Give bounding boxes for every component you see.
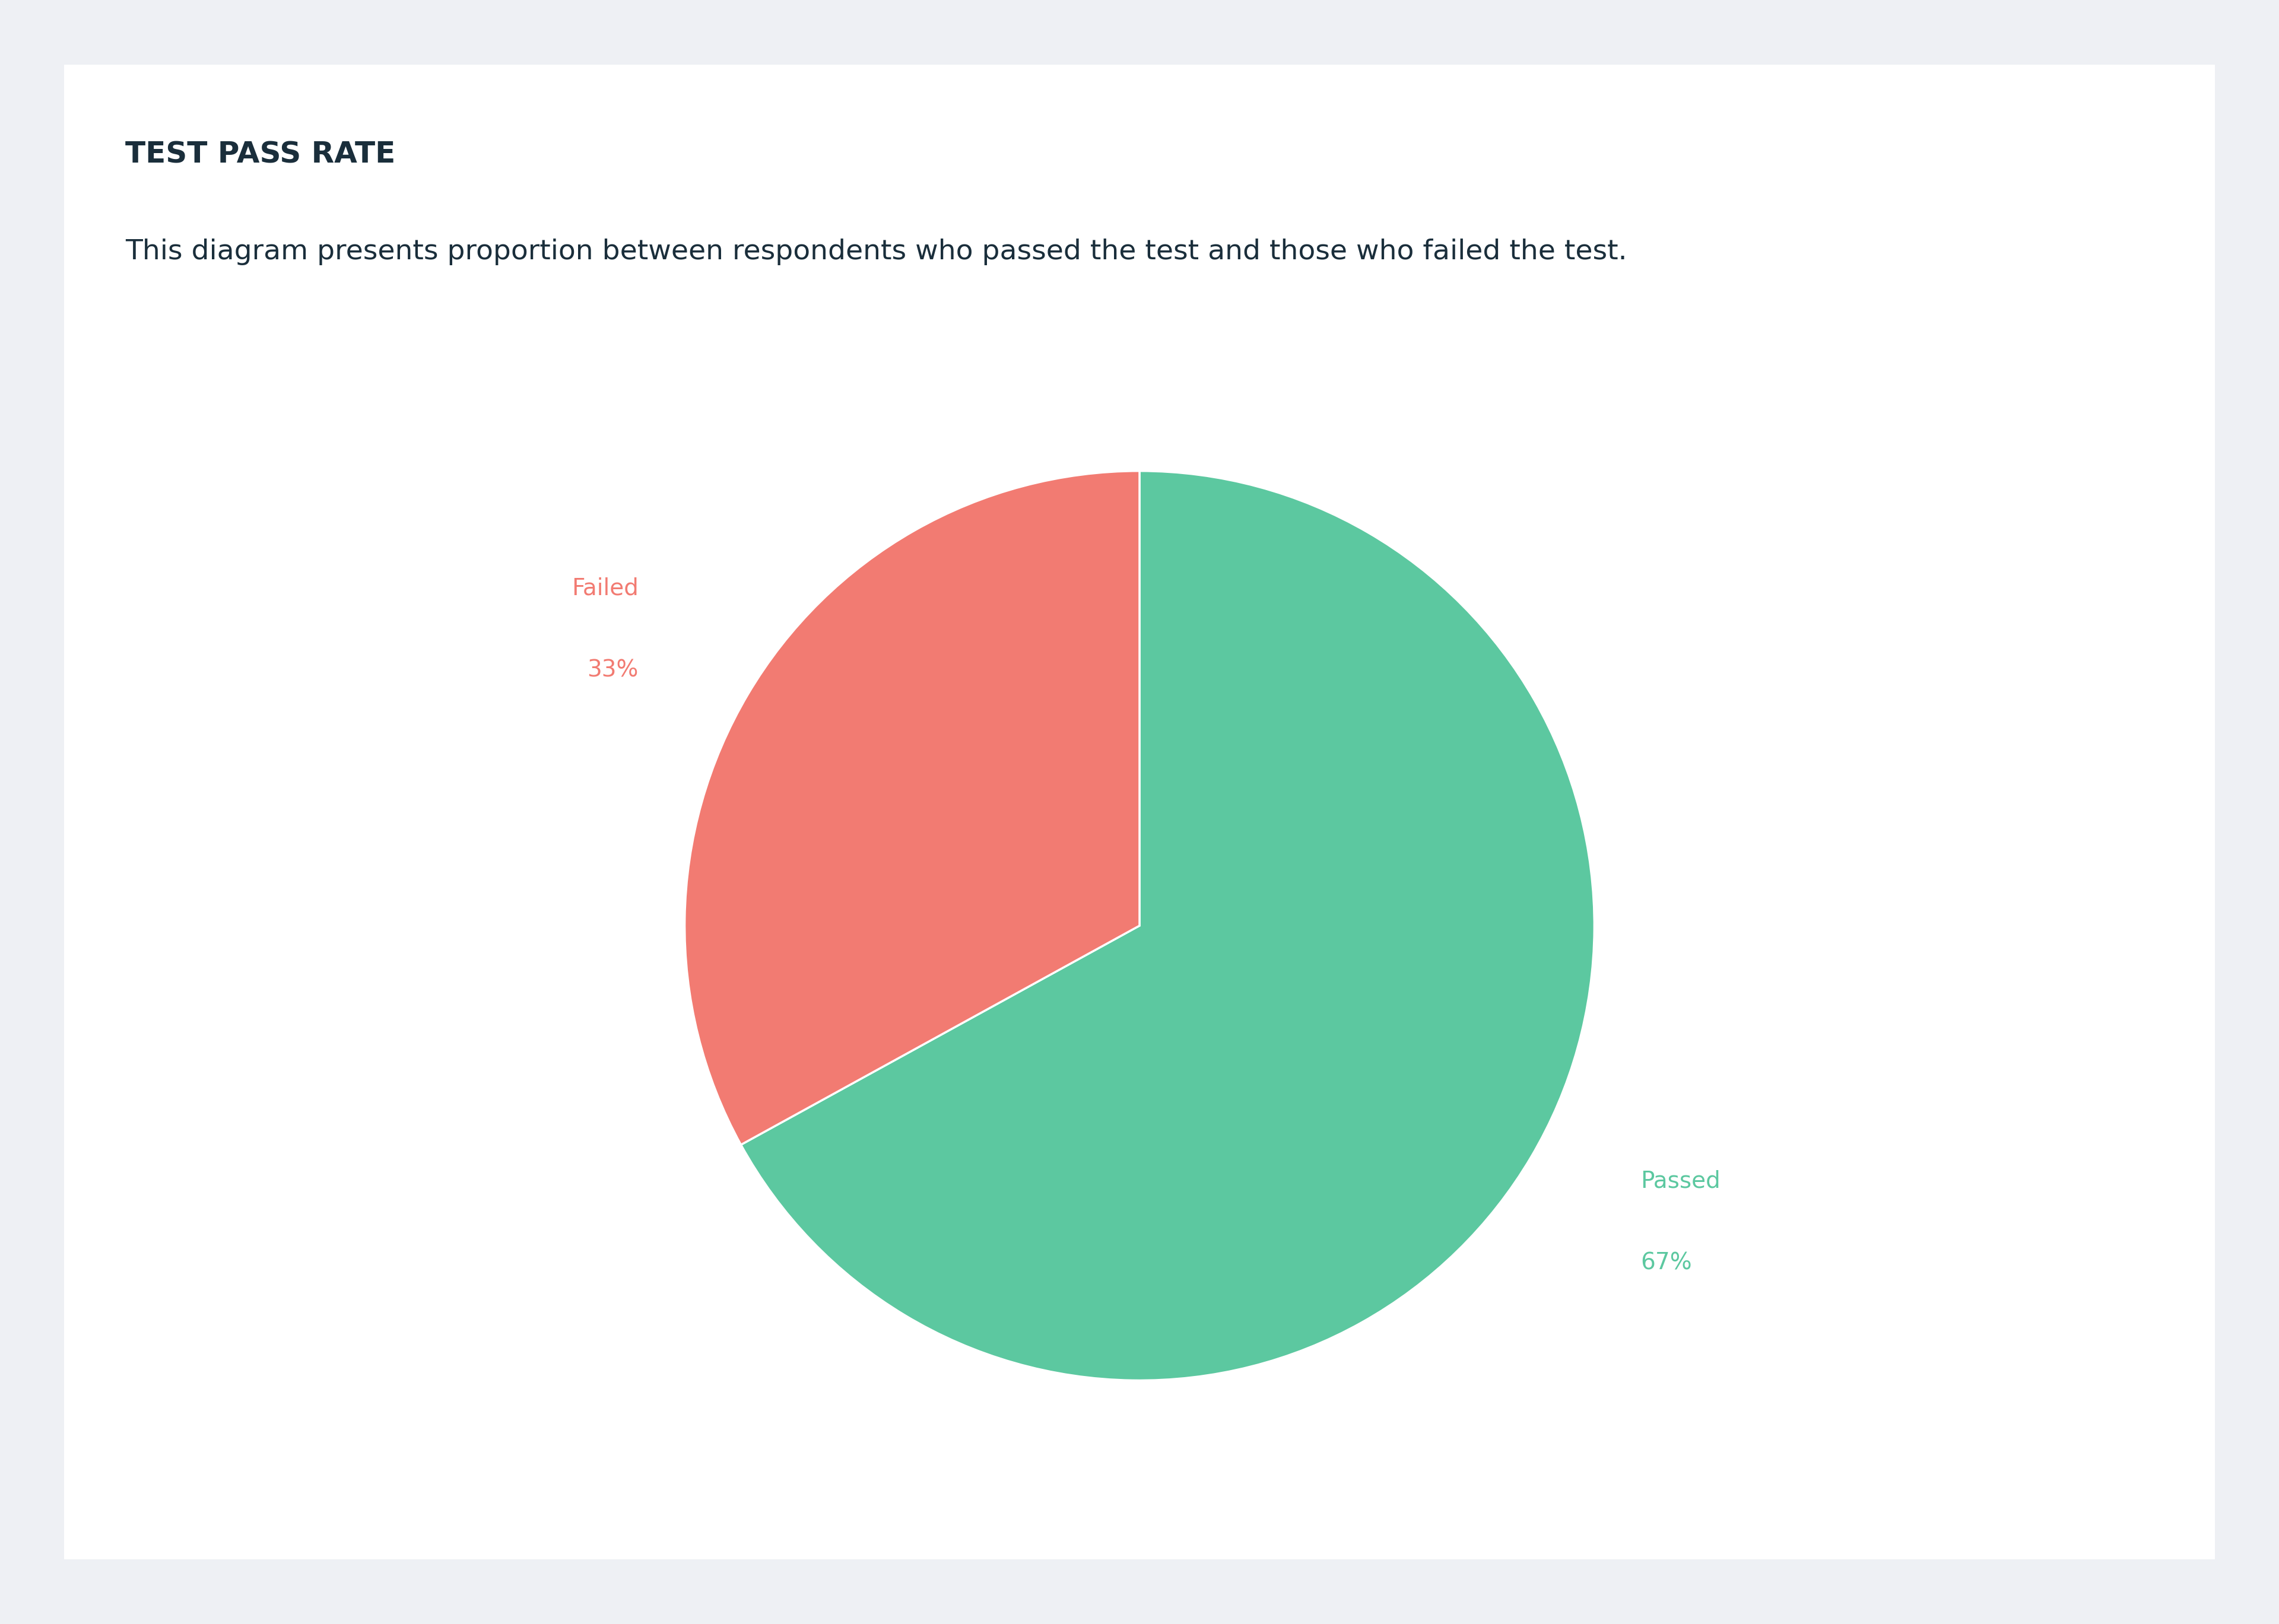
Text: 67%: 67% (1641, 1252, 1691, 1275)
Text: Failed: Failed (572, 577, 638, 599)
Wedge shape (684, 471, 1140, 1145)
FancyBboxPatch shape (32, 42, 2247, 1582)
Text: 33%: 33% (588, 659, 638, 682)
Text: TEST PASS RATE: TEST PASS RATE (125, 140, 397, 169)
Wedge shape (741, 471, 1595, 1380)
Text: This diagram presents proportion between respondents who passed the test and tho: This diagram presents proportion between… (125, 239, 1627, 265)
Text: Passed: Passed (1641, 1169, 1721, 1192)
